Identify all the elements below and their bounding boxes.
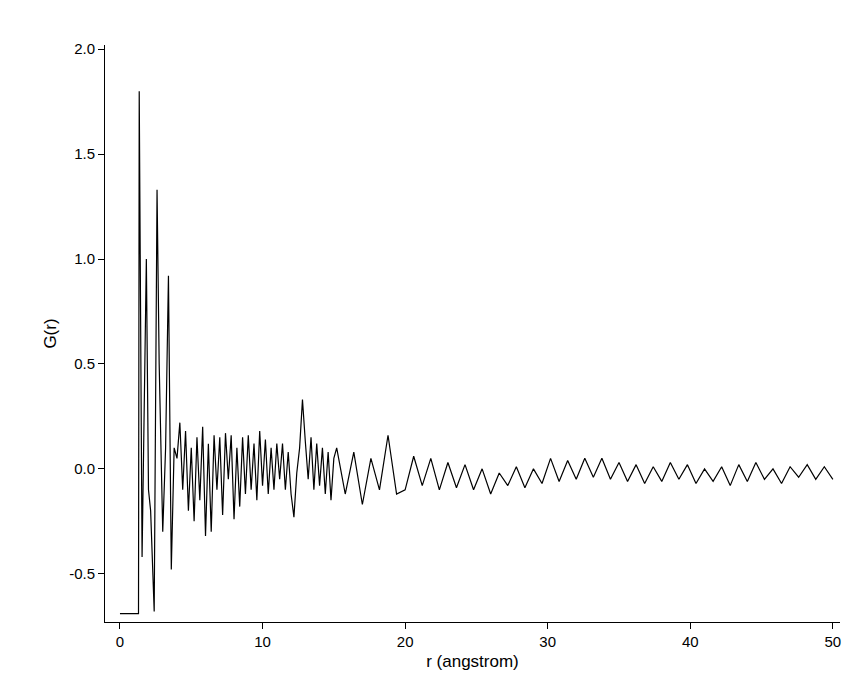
svg-text:0: 0 xyxy=(116,633,124,650)
svg-text:10: 10 xyxy=(254,633,271,650)
svg-text:40: 40 xyxy=(682,633,699,650)
svg-text:1.5: 1.5 xyxy=(74,145,95,162)
svg-text:0.0: 0.0 xyxy=(74,460,95,477)
svg-text:30: 30 xyxy=(539,633,556,650)
svg-text:50: 50 xyxy=(825,633,842,650)
svg-text:-0.5: -0.5 xyxy=(69,565,95,582)
svg-text:20: 20 xyxy=(397,633,414,650)
svg-text:r (angstrom): r (angstrom) xyxy=(426,652,519,671)
svg-text:G(r): G(r) xyxy=(41,318,60,348)
svg-text:2.0: 2.0 xyxy=(74,40,95,57)
svg-text:1.0: 1.0 xyxy=(74,250,95,267)
svg-text:0.5: 0.5 xyxy=(74,355,95,372)
